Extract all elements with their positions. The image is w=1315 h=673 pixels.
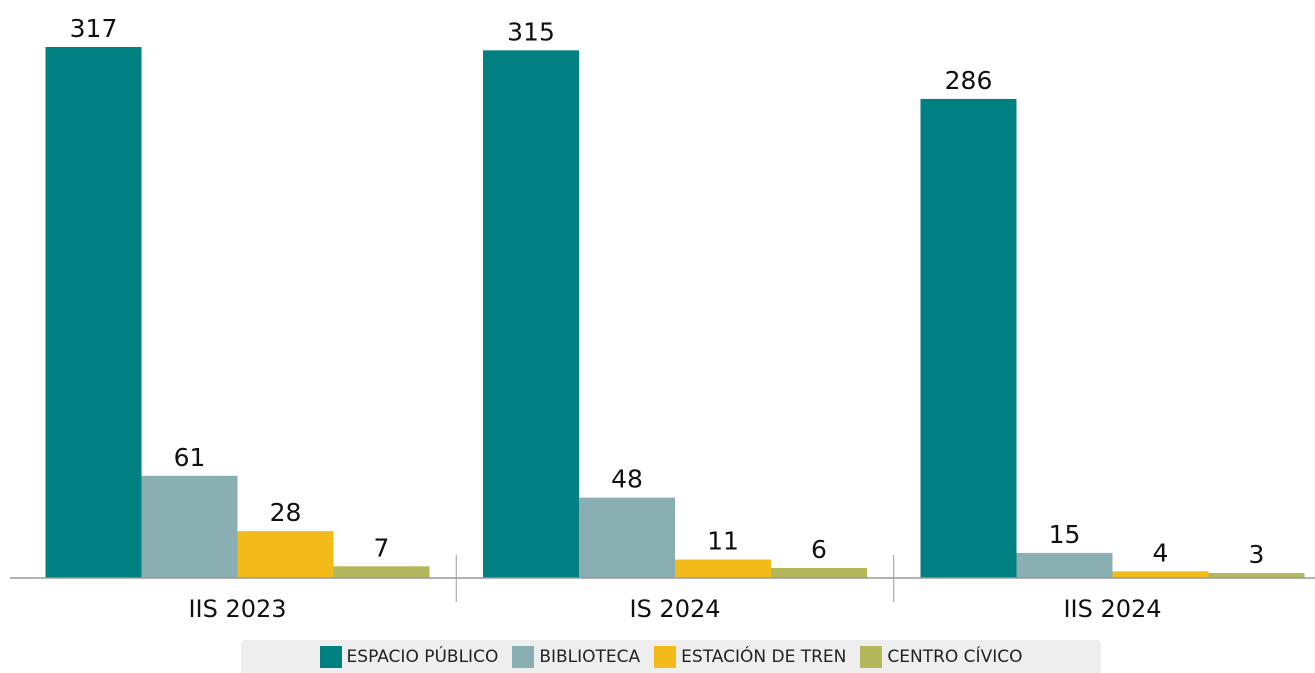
bar (1112, 571, 1209, 578)
bar (333, 566, 430, 578)
x-tick-label: IIS 2023 (188, 595, 286, 623)
data-label: 61 (174, 443, 206, 472)
bar (579, 497, 675, 578)
data-label: 6 (811, 535, 827, 564)
bar (237, 531, 334, 578)
bar (45, 47, 142, 578)
bar (771, 567, 867, 578)
legend-label: BIBLIOTECA (539, 646, 641, 667)
legend-swatch (654, 645, 677, 668)
x-tick-label: IS 2024 (629, 595, 720, 623)
bar (141, 475, 238, 578)
legend-item: CENTRO CÍVICO (860, 645, 1023, 668)
legend-label: ESTACIÓN DE TREN (681, 646, 847, 667)
data-label: 315 (507, 17, 555, 46)
data-label: 317 (70, 14, 118, 43)
legend-item: ESPACIO PÚBLICO (319, 645, 499, 668)
data-label: 3 (1249, 540, 1265, 569)
legend-label: CENTRO CÍVICO (887, 646, 1023, 667)
bar (1208, 572, 1305, 578)
legend-swatch (512, 645, 535, 668)
legend-item: BIBLIOTECA (512, 645, 641, 668)
data-label: 11 (707, 527, 739, 556)
bar (675, 559, 771, 578)
bar (483, 50, 579, 578)
legend-label: ESPACIO PÚBLICO (346, 646, 499, 667)
legend-swatch (319, 645, 342, 668)
legend-swatch (860, 645, 883, 668)
legend: ESPACIO PÚBLICO BIBLIOTECA ESTACIÓN DE TRE… (241, 640, 1101, 673)
chart: 317 61 28 7 IIS 2023 315 48 11 6 IS 2024 286 15 4 3 II… (10, 14, 1315, 623)
legend-item: ESTACIÓN DE TREN (654, 645, 847, 668)
data-label: 48 (611, 465, 643, 494)
data-label: 4 (1153, 538, 1169, 567)
bar (1016, 552, 1113, 578)
bar (920, 98, 1017, 579)
data-label: 7 (374, 533, 390, 562)
data-label: 286 (945, 66, 993, 95)
data-label: 28 (270, 498, 302, 527)
data-label: 15 (1049, 520, 1081, 549)
x-tick-label: IIS 2024 (1063, 595, 1161, 623)
